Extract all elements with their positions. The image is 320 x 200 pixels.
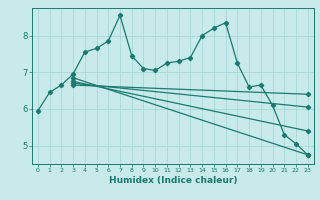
X-axis label: Humidex (Indice chaleur): Humidex (Indice chaleur): [108, 176, 237, 185]
